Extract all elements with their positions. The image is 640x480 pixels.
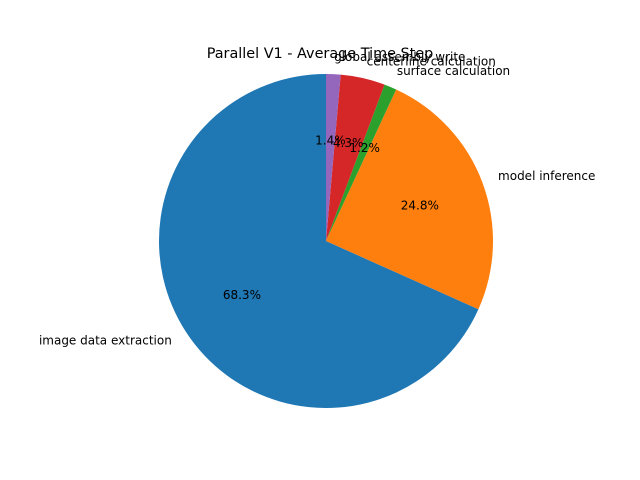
pie-slice-image-data-extraction — [159, 74, 479, 408]
slice-label: surface calculation — [397, 64, 510, 78]
pie-slice-global-assembly-write — [326, 74, 341, 241]
slice-percent-label: 24.8% — [401, 198, 439, 212]
slice-label: global assembly write — [334, 50, 465, 64]
chart-title: Parallel V1 - Average Time Step — [207, 46, 434, 62]
slice-percent-label: 1.4% — [315, 133, 346, 147]
pie-slice-surface-calculation — [326, 84, 397, 242]
pie-slice-model-inference — [326, 89, 494, 310]
slice-percent-label: 68.3% — [223, 288, 261, 302]
slice-label: image data extraction — [39, 333, 172, 347]
slice-label: centerline calculation — [367, 54, 496, 68]
pie-labels: image data extraction model inference surf… — [39, 50, 595, 347]
pie-percent-labels: 68.3% 24.8% 1.2%4.3%1.4% — [223, 133, 439, 302]
pie-slice-centerline-calculation — [326, 74, 385, 241]
slice-percent-label: 1.2% — [349, 141, 380, 155]
pie-slices — [159, 74, 494, 408]
slice-label: model inference — [498, 169, 595, 183]
slice-percent-label: 4.3% — [333, 136, 364, 150]
